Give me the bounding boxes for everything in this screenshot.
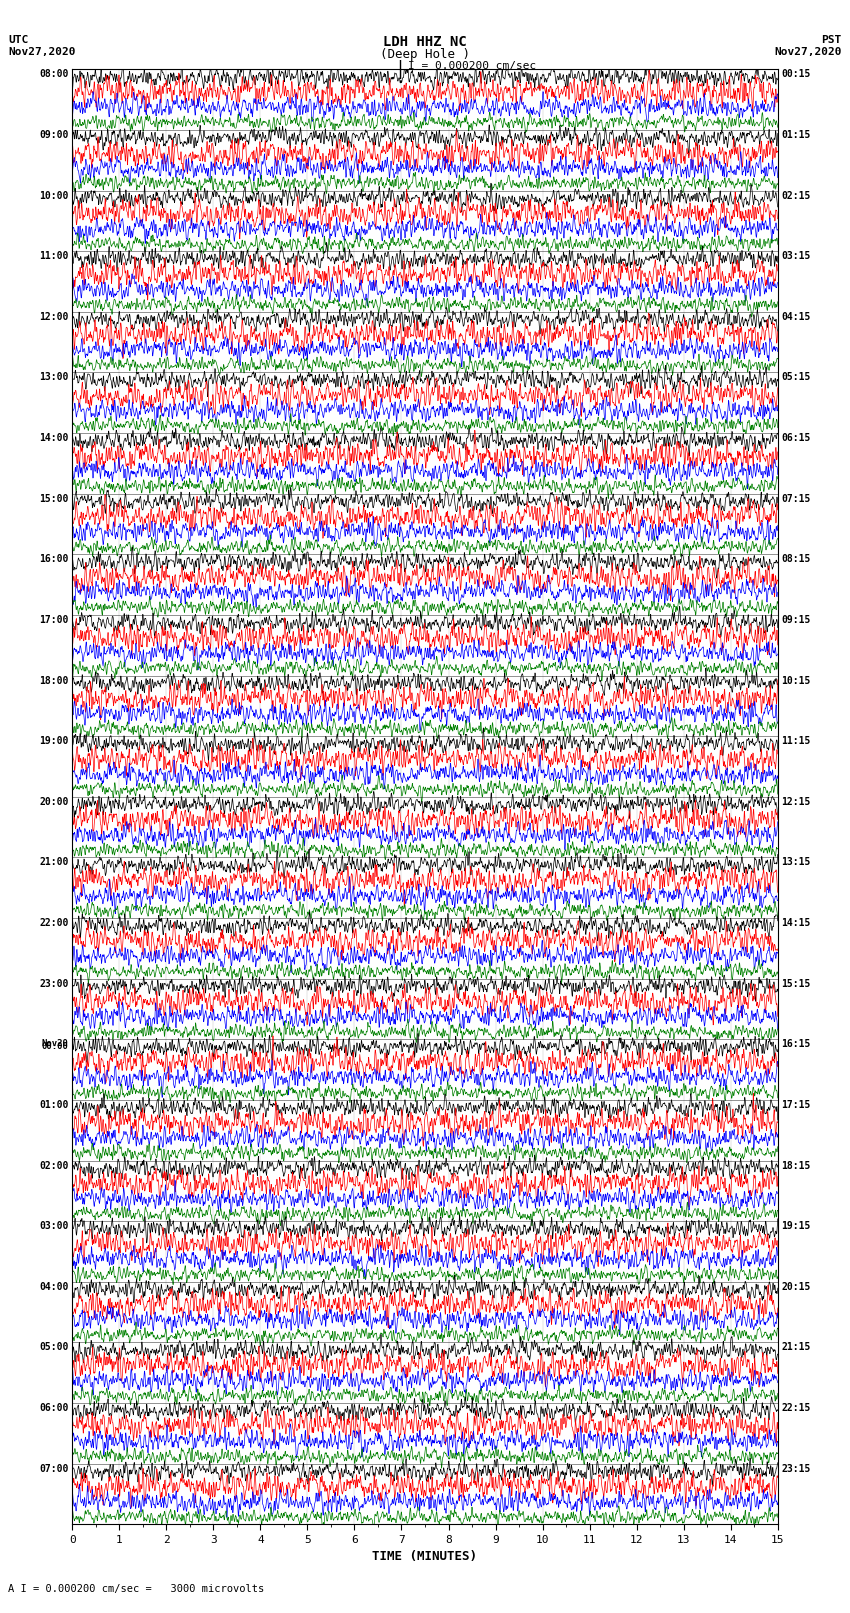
Text: 04:15: 04:15 [781,311,811,323]
Text: 08:15: 08:15 [781,555,811,565]
Text: 04:00: 04:00 [39,1282,69,1292]
X-axis label: TIME (MINUTES): TIME (MINUTES) [372,1550,478,1563]
Text: 10:00: 10:00 [39,190,69,200]
Text: PST: PST [821,35,842,45]
Text: 14:15: 14:15 [781,918,811,927]
Text: 23:00: 23:00 [39,979,69,989]
Text: 16:15: 16:15 [781,1039,811,1050]
Text: 10:15: 10:15 [781,676,811,686]
Text: 13:00: 13:00 [39,373,69,382]
Text: Nov20: Nov20 [42,1039,69,1048]
Text: 21:15: 21:15 [781,1342,811,1352]
Text: 15:15: 15:15 [781,979,811,989]
Text: 02:15: 02:15 [781,190,811,200]
Text: 07:00: 07:00 [39,1463,69,1474]
Text: LDH HHZ NC: LDH HHZ NC [383,35,467,50]
Text: 15:00: 15:00 [39,494,69,503]
Text: I = 0.000200 cm/sec: I = 0.000200 cm/sec [408,61,536,71]
Text: 03:00: 03:00 [39,1221,69,1231]
Text: 14:00: 14:00 [39,434,69,444]
Text: 12:00: 12:00 [39,311,69,323]
Text: 20:15: 20:15 [781,1282,811,1292]
Text: 19:00: 19:00 [39,736,69,747]
Text: 09:00: 09:00 [39,131,69,140]
Text: 00:00: 00:00 [42,1042,69,1050]
Text: 01:15: 01:15 [781,131,811,140]
Text: 16:00: 16:00 [39,555,69,565]
Text: UTC: UTC [8,35,29,45]
Text: 18:15: 18:15 [781,1161,811,1171]
Text: 01:00: 01:00 [39,1100,69,1110]
Text: 06:15: 06:15 [781,434,811,444]
Text: 00:15: 00:15 [781,69,811,79]
Text: 08:00: 08:00 [39,69,69,79]
Text: 11:15: 11:15 [781,736,811,747]
Text: 05:00: 05:00 [39,1342,69,1352]
Text: 03:15: 03:15 [781,252,811,261]
Text: 05:15: 05:15 [781,373,811,382]
Text: 09:15: 09:15 [781,615,811,624]
Text: 06:00: 06:00 [39,1403,69,1413]
Text: 21:00: 21:00 [39,858,69,868]
Text: 13:15: 13:15 [781,858,811,868]
Text: Nov27,2020: Nov27,2020 [774,47,842,56]
Text: 07:15: 07:15 [781,494,811,503]
Text: 20:00: 20:00 [39,797,69,806]
Text: 17:15: 17:15 [781,1100,811,1110]
Text: 22:00: 22:00 [39,918,69,927]
Text: Nov27,2020: Nov27,2020 [8,47,76,56]
Text: A I = 0.000200 cm/sec =   3000 microvolts: A I = 0.000200 cm/sec = 3000 microvolts [8,1584,264,1594]
Text: 12:15: 12:15 [781,797,811,806]
Text: 23:15: 23:15 [781,1463,811,1474]
Text: 22:15: 22:15 [781,1403,811,1413]
Text: 17:00: 17:00 [39,615,69,624]
Text: 18:00: 18:00 [39,676,69,686]
Text: (Deep Hole ): (Deep Hole ) [380,48,470,61]
Text: 02:00: 02:00 [39,1161,69,1171]
Text: 19:15: 19:15 [781,1221,811,1231]
Text: 11:00: 11:00 [39,252,69,261]
